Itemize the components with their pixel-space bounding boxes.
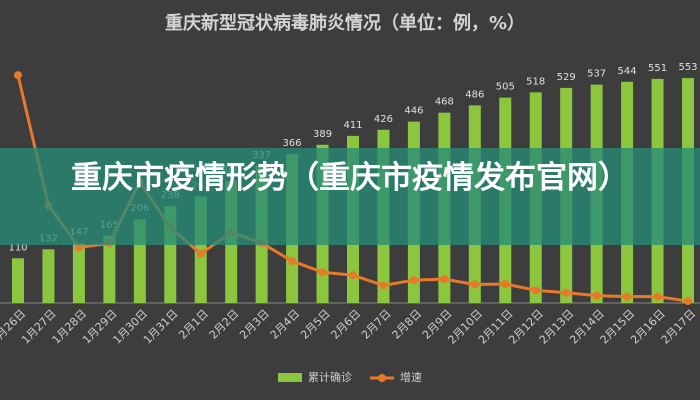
line-point xyxy=(562,288,571,297)
x-tick-label: 2月4日 xyxy=(268,307,303,342)
legend-swatch xyxy=(278,373,302,382)
data-label: 446 xyxy=(404,106,423,117)
line-point xyxy=(196,249,205,258)
x-tick-label: 2月3日 xyxy=(237,307,272,342)
legend-swatch xyxy=(378,374,386,382)
data-label: 505 xyxy=(496,82,515,93)
line-point xyxy=(592,291,601,300)
line-point xyxy=(470,280,479,289)
data-label: 529 xyxy=(557,72,576,83)
data-label: 551 xyxy=(648,63,667,74)
data-label: 537 xyxy=(587,69,606,80)
data-label: 110 xyxy=(8,242,27,253)
bar xyxy=(42,249,55,303)
x-tick-label: 2月6日 xyxy=(329,307,364,342)
x-tick-label: 2月5日 xyxy=(298,307,333,342)
data-label: 426 xyxy=(374,114,393,125)
data-label: 411 xyxy=(343,120,362,131)
line-point xyxy=(501,279,510,288)
line-point xyxy=(14,71,22,80)
line-point xyxy=(379,281,388,290)
bar xyxy=(103,235,116,303)
line-point xyxy=(684,297,692,306)
line-point xyxy=(623,292,632,301)
data-label: 389 xyxy=(313,129,332,140)
line-point xyxy=(409,276,418,285)
legend-label: 增速 xyxy=(400,370,422,384)
line-point xyxy=(653,292,662,301)
chart-title: 重庆新型冠状病毒肺炎情况（单位：例，%） xyxy=(165,12,525,34)
line-point xyxy=(440,275,449,284)
x-tick-label: 1月31日 xyxy=(141,307,181,347)
data-label: 544 xyxy=(618,66,637,77)
line-point xyxy=(349,271,357,280)
line-point xyxy=(318,268,327,277)
data-label: 486 xyxy=(465,89,484,100)
data-label: 468 xyxy=(435,97,454,108)
x-tick-label: 2月8日 xyxy=(390,307,425,342)
line-point xyxy=(531,286,540,295)
bar xyxy=(12,258,24,303)
x-tick-label: 2月17日 xyxy=(659,307,699,347)
data-label: 518 xyxy=(526,76,545,87)
x-tick-label: 2月1日 xyxy=(176,307,211,342)
legend-label: 累计确诊 xyxy=(308,370,352,384)
banner-text: 重庆市疫情形势（重庆市疫情发布官网） xyxy=(71,160,629,196)
line-point xyxy=(74,243,83,252)
line-point xyxy=(288,257,297,266)
bar xyxy=(72,243,85,303)
banner: 重庆市疫情形势（重庆市疫情发布官网） xyxy=(0,148,700,245)
x-tick-label: 2月2日 xyxy=(207,307,242,342)
data-label: 366 xyxy=(283,138,302,149)
data-label: 553 xyxy=(678,62,697,73)
x-tick-label: 2月7日 xyxy=(359,307,394,342)
